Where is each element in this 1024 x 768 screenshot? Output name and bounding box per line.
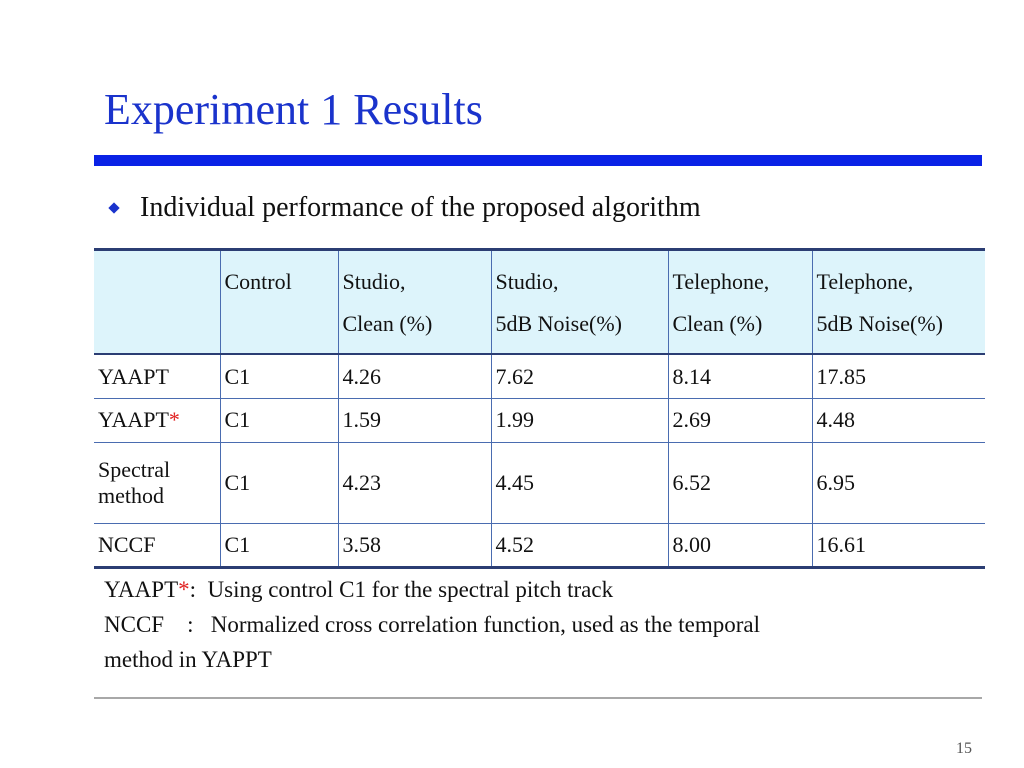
telephone-noise-cell: 16.61 — [811, 523, 985, 567]
studio-noise-cell: 1.99 — [490, 398, 668, 442]
header-line: Studio, — [342, 269, 406, 294]
telephone-clean-cell: 6.52 — [667, 442, 812, 523]
results-table: Control Studio, Clean (%) Studio, 5dB No… — [94, 248, 985, 569]
header-cell-telephone-noise: Telephone, 5dB Noise(%) — [811, 249, 985, 354]
method-cell: YAAPT — [98, 363, 169, 389]
bullet-text: Individual performance of the proposed a… — [140, 192, 701, 223]
page-number: 15 — [956, 740, 972, 757]
slide-title: Experiment 1 Results — [104, 85, 483, 134]
telephone-noise-cell: 4.48 — [811, 398, 985, 442]
method-label: YAAPT — [98, 407, 169, 433]
asterisk-marker: * — [178, 577, 190, 602]
asterisk-marker: * — [168, 407, 180, 433]
method-label-line: Spectral — [98, 457, 171, 483]
header-cell-control: Control — [219, 249, 338, 354]
header-cell-empty — [94, 250, 220, 355]
method-label-line: method — [98, 482, 164, 508]
header-cell-studio-noise: Studio, 5dB Noise(%) — [490, 249, 668, 354]
studio-clean-cell: 3.58 — [337, 523, 491, 567]
header-line: Clean (%) — [342, 311, 433, 336]
note-line: NCCF : Normalized cross correlation func… — [104, 612, 760, 637]
header-line — [225, 303, 334, 345]
note-line: method in YAPPT — [104, 647, 272, 672]
control-cell: C1 — [219, 442, 338, 523]
studio-clean-cell: 4.26 — [337, 354, 491, 398]
telephone-clean-cell: 8.14 — [667, 354, 812, 398]
diamond-bullet-icon — [108, 202, 120, 214]
control-cell: C1 — [219, 398, 338, 442]
control-cell: C1 — [219, 523, 338, 567]
note-line: YAAPT*: Using control C1 for the spectra… — [104, 572, 974, 607]
bullet-item: Individual performance of the proposed a… — [108, 190, 701, 226]
method-cell: Spectral method — [94, 442, 220, 523]
header-line: Telephone, — [816, 269, 914, 294]
table-row: Spectral method C1 4.23 4.45 6.52 6.95 — [94, 442, 985, 523]
table-row: NCCF C1 3.58 4.52 8.00 16.61 — [94, 523, 985, 567]
table-header-row: Control Studio, Clean (%) Studio, 5dB No… — [94, 249, 985, 355]
table-row: YAAPT C1 4.26 7.62 8.14 17.85 — [94, 354, 985, 398]
header-line: 5dB Noise(%) — [495, 311, 622, 336]
header-line: Telephone, — [672, 269, 770, 294]
studio-clean-cell: 1.59 — [337, 398, 491, 442]
header-line: Studio, — [495, 269, 559, 294]
table-row: YAAPT* C1 1.59 1.99 2.69 4.48 — [94, 398, 985, 442]
header-cell-telephone-clean: Telephone, Clean (%) — [667, 249, 812, 354]
title-divider — [94, 155, 982, 166]
footer-divider — [94, 697, 982, 699]
telephone-noise-cell: 17.85 — [811, 354, 985, 398]
table-notes: YAAPT*: Using control C1 for the spectra… — [104, 572, 974, 677]
studio-noise-cell: 4.45 — [490, 442, 668, 523]
telephone-noise-cell: 6.95 — [811, 442, 985, 523]
note-term: YAAPT — [104, 577, 179, 602]
header-line: Clean (%) — [672, 311, 763, 336]
header-cell-studio-clean: Studio, Clean (%) — [337, 249, 491, 354]
studio-noise-cell: 4.52 — [490, 523, 668, 567]
method-cell: YAAPT* — [94, 398, 220, 442]
control-cell: C1 — [219, 354, 338, 398]
method-cell: NCCF — [98, 531, 156, 557]
studio-clean-cell: 4.23 — [337, 442, 491, 523]
telephone-clean-cell: 2.69 — [667, 398, 812, 442]
header-line: Control — [224, 269, 292, 294]
header-line: 5dB Noise(%) — [816, 311, 943, 336]
telephone-clean-cell: 8.00 — [667, 523, 812, 567]
note-text: : Using control C1 for the spectral pitc… — [189, 577, 614, 602]
studio-noise-cell: 7.62 — [490, 354, 668, 398]
